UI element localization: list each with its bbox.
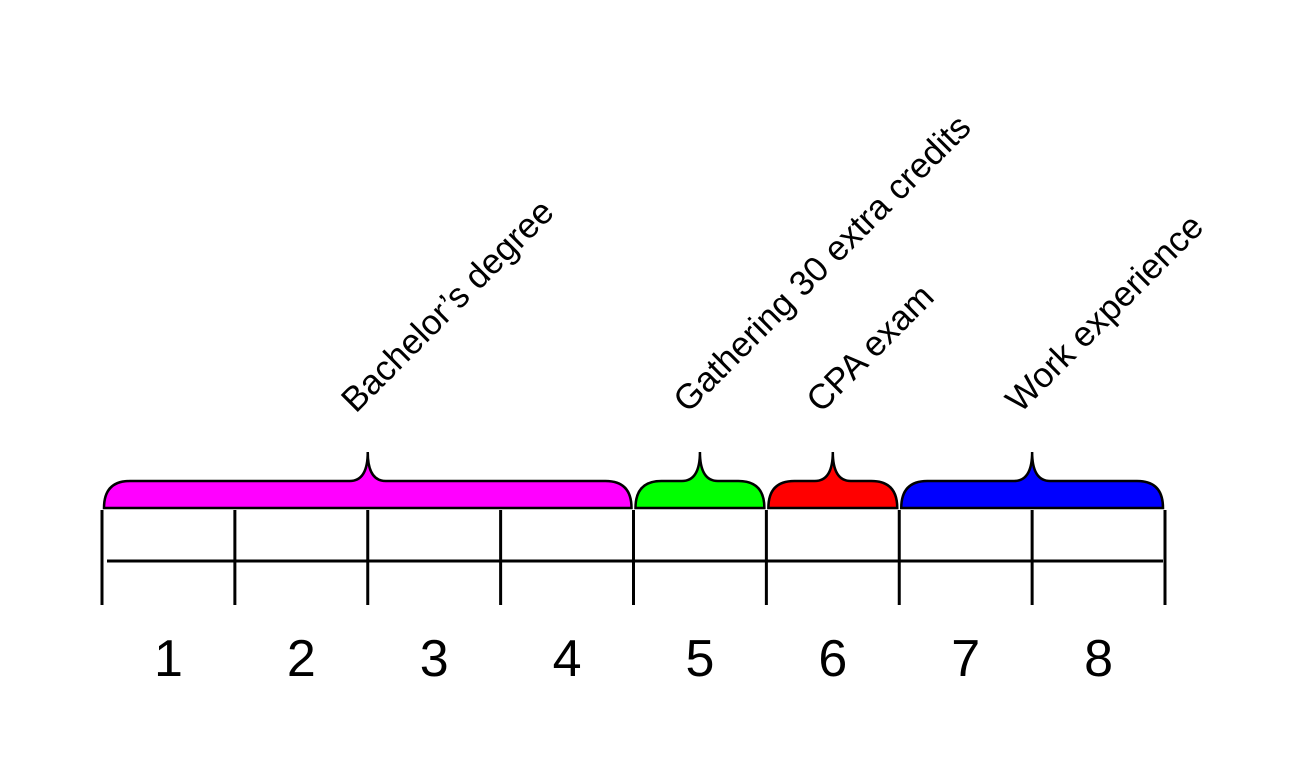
period-label: 6	[818, 630, 847, 688]
period-label: 8	[1084, 630, 1113, 688]
phase-brace	[767, 451, 899, 510]
period-label: 1	[154, 630, 183, 688]
phase-brace	[634, 451, 766, 510]
phase-label: Work experience	[998, 207, 1211, 420]
period-label: 2	[287, 630, 316, 688]
period-label: 4	[553, 630, 582, 688]
phase-label: Bachelor’s degree	[334, 192, 562, 420]
phase-brace	[102, 451, 633, 510]
phase-label: CPA exam	[799, 277, 942, 420]
period-label: 3	[420, 630, 449, 688]
period-label: 5	[685, 630, 714, 688]
period-label: 7	[951, 630, 980, 688]
phase-brace	[899, 451, 1165, 510]
